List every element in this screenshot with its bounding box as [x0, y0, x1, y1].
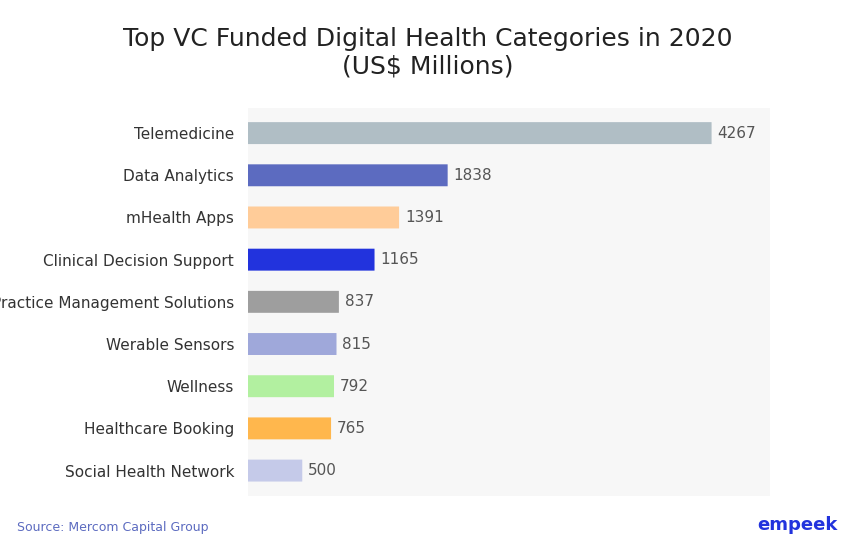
Text: 1838: 1838 [454, 168, 492, 183]
FancyBboxPatch shape [248, 164, 448, 186]
Text: 815: 815 [343, 336, 371, 351]
Text: Source: Mercom Capital Group: Source: Mercom Capital Group [17, 521, 209, 534]
FancyBboxPatch shape [248, 375, 334, 397]
Text: 1391: 1391 [405, 210, 444, 225]
FancyBboxPatch shape [248, 122, 711, 144]
Text: 500: 500 [309, 463, 337, 478]
Text: Top VC Funded Digital Health Categories in 2020
(US$ Millions): Top VC Funded Digital Health Categories … [123, 27, 732, 79]
Text: 837: 837 [345, 294, 374, 309]
FancyBboxPatch shape [248, 417, 331, 439]
FancyBboxPatch shape [248, 460, 303, 481]
FancyBboxPatch shape [248, 206, 399, 229]
Text: 765: 765 [337, 421, 366, 436]
Text: 1165: 1165 [380, 252, 419, 267]
FancyBboxPatch shape [248, 248, 374, 271]
Text: 792: 792 [340, 379, 369, 393]
FancyBboxPatch shape [248, 291, 339, 313]
Text: empeek: empeek [758, 516, 838, 534]
Text: 4267: 4267 [717, 126, 756, 141]
FancyBboxPatch shape [248, 333, 337, 355]
